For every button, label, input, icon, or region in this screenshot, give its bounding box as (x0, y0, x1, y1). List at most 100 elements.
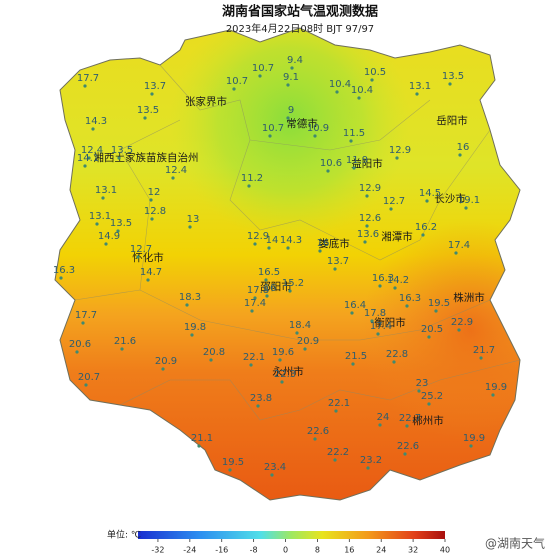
station-dot (351, 362, 355, 366)
station-dot (290, 66, 294, 70)
station-dot (415, 92, 419, 96)
station-dot (150, 217, 154, 221)
station-value: 21.5 (345, 351, 367, 362)
station-value: 13.5 (442, 71, 464, 82)
station-dot (288, 289, 292, 293)
station-dot (378, 423, 382, 427)
station-dot (197, 444, 201, 448)
station-value: 17.7 (77, 73, 99, 84)
station-dot (352, 166, 356, 170)
station-value: 14 (266, 235, 279, 246)
legend-tick-label: 24 (376, 546, 386, 555)
station-dot (393, 286, 397, 290)
station-dot (171, 176, 175, 180)
station-dot (146, 278, 150, 282)
station-dot (417, 389, 421, 393)
city-label: 永州市 (272, 365, 304, 378)
station-value: 16.2 (415, 222, 437, 233)
station-dot (143, 116, 147, 120)
station-value: 10.7 (252, 63, 274, 74)
station-value: 17.8 (364, 308, 386, 319)
station-dot (83, 84, 87, 88)
station-dot (280, 380, 284, 384)
station-value: 16 (457, 142, 470, 153)
station-value: 23 (416, 378, 429, 389)
station-value: 14.5 (419, 188, 441, 199)
station-value: 12.4 (165, 165, 187, 176)
station-dot (209, 358, 213, 362)
city-label: 常德市 (286, 117, 318, 130)
station-value: 13.1 (89, 211, 111, 222)
station-dot (188, 225, 192, 229)
station-dot (421, 233, 425, 237)
station-dot (267, 246, 271, 250)
station-value: 24 (377, 412, 390, 423)
station-value: 19.5 (222, 457, 244, 468)
station-value: 9 (288, 105, 294, 116)
station-value: 16.3 (372, 273, 394, 284)
station-value: 20.9 (297, 336, 319, 347)
station-value: 22.6 (397, 441, 419, 452)
city-label: 株洲市 (453, 291, 485, 304)
station-value: 10.9 (307, 123, 329, 134)
station-dot (185, 303, 189, 307)
station-dot (149, 198, 153, 202)
station-value: 13.1 (409, 81, 431, 92)
city-label: 怀化市 (132, 251, 164, 264)
station-value: 12.9 (389, 145, 411, 156)
station-value: 19.9 (485, 382, 507, 393)
station-dot (228, 468, 232, 472)
station-value: 11.9 (346, 155, 368, 166)
station-dot (366, 466, 370, 470)
station-dot (378, 284, 382, 288)
station-dot (333, 458, 337, 462)
station-value: 12.4 (81, 145, 103, 156)
station-dot (101, 196, 105, 200)
station-value: 10.5 (364, 67, 386, 78)
title: 湖南省国家站气温观测数据 (222, 4, 378, 20)
station-value: 9.1 (283, 72, 299, 83)
station-value: 23.2 (360, 455, 382, 466)
subtitle: 2023年4月22日08时 BJT 97/97 (226, 22, 374, 35)
city-label: 张家界市 (185, 95, 227, 108)
station-value: 11.2 (241, 173, 263, 184)
station-value: 13.5 (137, 105, 159, 116)
station-value: 11.5 (343, 128, 365, 139)
station-value: 14.2 (387, 275, 409, 286)
station-dot (350, 311, 354, 315)
station-dot (95, 222, 99, 226)
station-dot (249, 363, 253, 367)
station-dot (326, 169, 330, 173)
station-dot (427, 335, 431, 339)
station-value: 16.5 (258, 267, 280, 278)
station-value: 10.7 (226, 76, 248, 87)
city-label: 衡阳市 (374, 316, 406, 329)
legend-tick-label: 16 (344, 546, 354, 555)
station-value: 21.1 (191, 433, 213, 444)
legend-unit: 单位: ℃ (107, 529, 141, 541)
station-value: 12.9 (247, 231, 269, 242)
legend-tick-label: -16 (215, 546, 228, 555)
station-value: 22.6 (307, 426, 329, 437)
station-value: 19.5 (428, 298, 450, 309)
station-dot (120, 347, 124, 351)
station-dot (83, 164, 87, 168)
station-dot (268, 134, 272, 138)
station-dot (253, 242, 257, 246)
station-value: 23.8 (250, 393, 272, 404)
station-dot (457, 328, 461, 332)
station-dot (392, 360, 396, 364)
station-dot (256, 404, 260, 408)
station-value: 16.3 (399, 293, 421, 304)
station-dot (295, 331, 299, 335)
station-dot (258, 74, 262, 78)
station-value: 10.4 (351, 85, 373, 96)
station-dot (363, 240, 367, 244)
station-dot (286, 83, 290, 87)
station-dot (87, 156, 91, 160)
city-label: 娄底市 (318, 237, 350, 250)
station-dot (458, 153, 462, 157)
station-value: 20.5 (421, 324, 443, 335)
station-value: 22.1 (328, 398, 350, 409)
